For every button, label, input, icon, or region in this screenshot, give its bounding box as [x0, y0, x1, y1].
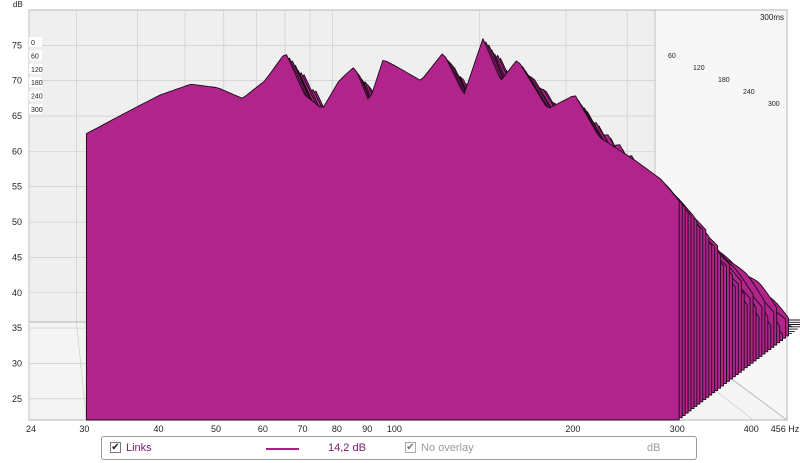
y-tick-label: 50 — [12, 217, 22, 227]
y-tick-label: 75 — [12, 40, 22, 50]
time-slice-label: 300 — [31, 107, 43, 114]
unit-label: dB — [647, 442, 661, 454]
links-checkbox[interactable]: ✔ — [110, 442, 121, 453]
waterfall-chart: 24 30 40 50 60 70 80 90 100 200 300 400 456 Hz 25 30 35… — [12, 0, 800, 434]
time-slice-label: 240 — [31, 94, 43, 101]
time-slice-label: 60 — [668, 53, 676, 60]
time-label-box — [29, 37, 42, 47]
time-label-box — [29, 77, 42, 88]
waterfall-slice — [85, 38, 680, 421]
time-unit-label: 300ms — [760, 13, 784, 22]
x-tick-label: 50 — [211, 424, 221, 432]
legend-bar: ✔ Links 14,2 dB ✔ No overlay dB — [101, 436, 697, 460]
y-tick-label: 30 — [12, 358, 22, 368]
time-slice-label: 120 — [31, 67, 43, 74]
time-slice-label: 180 — [718, 77, 730, 84]
time-label-box — [29, 90, 42, 101]
y-unit-label: dB — [13, 0, 23, 9]
y-tick-label: 60 — [12, 146, 22, 156]
x-tick-label: 40 — [153, 424, 163, 432]
x-tick-label: 456 Hz — [771, 424, 800, 432]
y-tick-label: 40 — [12, 288, 22, 298]
x-tick-label: 200 — [565, 424, 580, 432]
x-tick-label: 100 — [387, 424, 402, 432]
y-tick-label: 45 — [12, 252, 22, 262]
time-slice-label: 240 — [743, 89, 755, 96]
y-tick-label: 35 — [12, 323, 22, 333]
time-label-box — [29, 104, 42, 114]
waterfall-plot-svg: 24 30 40 50 60 70 80 90 100 200 300 400 456 Hz253035… — [12, 0, 800, 434]
time-slice-label: 300 — [768, 101, 780, 108]
time-slice-label: 120 — [693, 65, 705, 72]
links-label: Links — [126, 442, 152, 454]
time-label-box — [29, 63, 42, 74]
y-tick-label: 55 — [12, 182, 22, 192]
time-slice-label: 0 — [31, 40, 35, 47]
overlay-checkbox[interactable]: ✔ — [405, 442, 416, 453]
level-value: 14,2 dB — [328, 442, 366, 454]
time-label-box — [29, 50, 42, 61]
x-tick-label: 60 — [258, 424, 268, 432]
x-tick-label: 90 — [362, 424, 372, 432]
x-tick-label: 300 — [670, 424, 685, 432]
links-line-swatch — [266, 448, 299, 450]
y-tick-label: 65 — [12, 111, 22, 121]
time-slice-label: 180 — [31, 80, 43, 87]
x-tick-label: 24 — [26, 424, 36, 432]
x-tick-label: 70 — [298, 424, 308, 432]
overlay-label: No overlay — [421, 442, 474, 454]
time-slice-label: 60 — [31, 53, 39, 60]
floor-grid-line — [76, 321, 87, 421]
x-tick-label: 30 — [79, 424, 89, 432]
x-tick-label: 400 — [744, 424, 759, 432]
x-tick-label: 80 — [332, 424, 342, 432]
y-tick-label: 25 — [12, 394, 22, 404]
y-tick-label: 70 — [12, 76, 22, 86]
